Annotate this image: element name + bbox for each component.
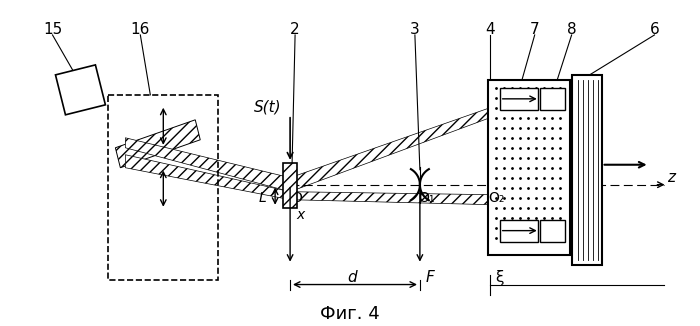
Bar [108,95,218,279]
Text: Фиг. 4: Фиг. 4 [320,305,380,323]
Bar [500,220,538,242]
Text: 16: 16 [131,22,150,37]
Polygon shape [125,138,290,192]
Polygon shape [55,65,106,115]
Bar [488,80,570,255]
Text: 3: 3 [410,22,420,37]
Text: S(t): S(t) [254,99,282,114]
Text: O₁: O₁ [419,191,435,205]
Polygon shape [116,120,200,168]
Text: 7: 7 [530,22,540,37]
Text: L: L [258,191,266,205]
Bar [540,220,565,242]
Text: 2: 2 [290,22,300,37]
Polygon shape [125,155,290,200]
Text: x: x [296,208,304,222]
Text: ξ: ξ [496,270,504,285]
Bar [540,88,565,110]
Text: 15: 15 [43,22,62,37]
Polygon shape [290,192,490,205]
Text: 8: 8 [567,22,577,37]
Text: F: F [426,270,434,285]
Text: O₂: O₂ [489,191,505,205]
Bar [283,163,297,208]
Text: 6: 6 [650,22,659,37]
Text: 4: 4 [485,22,495,37]
Bar [500,88,538,110]
Text: z: z [668,170,676,185]
Bar [283,163,297,208]
Bar [572,75,601,265]
Text: d: d [347,270,357,285]
Text: O: O [292,191,302,205]
Polygon shape [290,108,490,192]
